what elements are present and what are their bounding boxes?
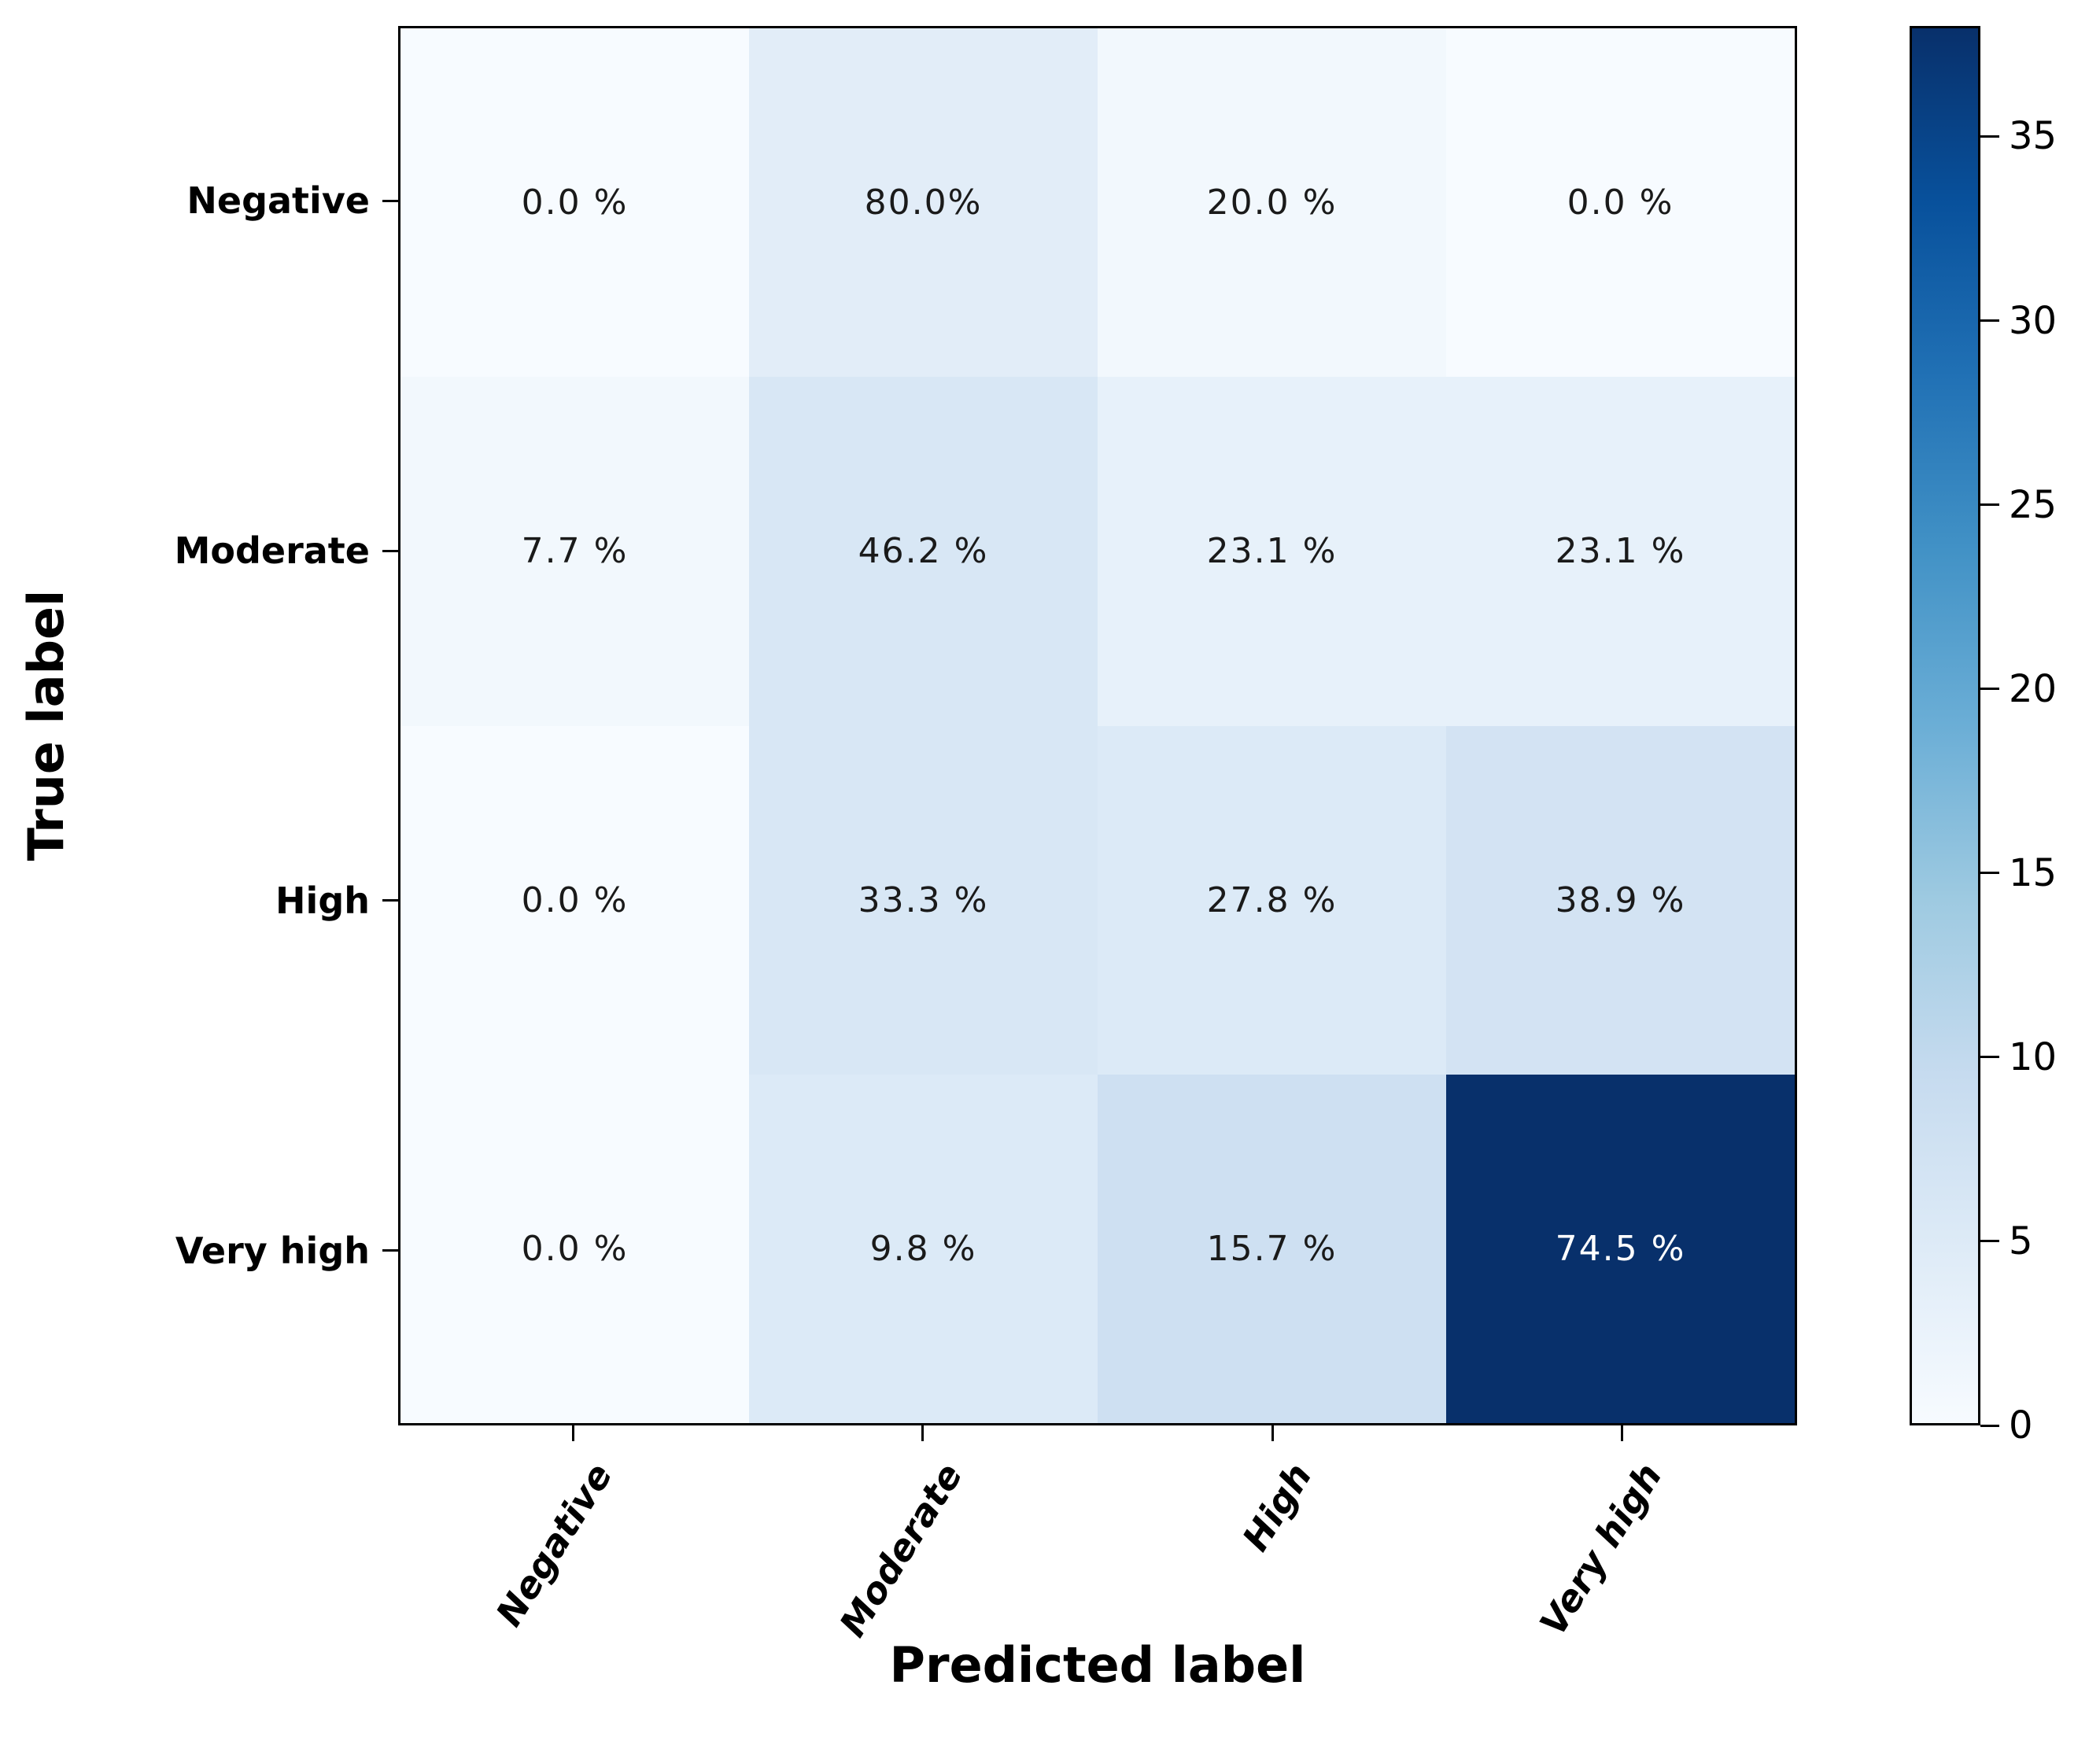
x-tick-mark bbox=[1271, 1425, 1274, 1441]
heatmap-cell: 7.7 % bbox=[400, 377, 749, 726]
colorbar-tick-label: 30 bbox=[2009, 298, 2058, 343]
heatmap: 0.0 % 80.0% 20.0 % 0.0 % 7.7 % 46.2 % 23.1 % 23… bbox=[398, 26, 1797, 1425]
colorbar-tick-label: 15 bbox=[2009, 850, 2058, 895]
heatmap-cell: 20.0 % bbox=[1098, 28, 1446, 378]
colorbar-tick-mark bbox=[1980, 1240, 1999, 1243]
colorbar-tick-label: 10 bbox=[2009, 1034, 2058, 1079]
heatmap-cell: 15.7 % bbox=[1098, 1074, 1446, 1423]
colorbar-tick-mark bbox=[1980, 135, 1999, 138]
colorbar-tick-mark bbox=[1980, 319, 1999, 323]
heatmap-cell: 0.0 % bbox=[1446, 28, 1795, 378]
x-tick-mark bbox=[921, 1425, 925, 1441]
heatmap-cell: 80.0% bbox=[749, 28, 1098, 378]
x-tick-mark bbox=[571, 1425, 574, 1441]
heatmap-cell: 9.8 % bbox=[749, 1074, 1098, 1423]
heatmap-cell: 33.3 % bbox=[749, 725, 1098, 1075]
y-tick-label: High bbox=[275, 879, 370, 922]
colorbar-tick-label: 5 bbox=[2009, 1219, 2033, 1263]
heatmap-cell: 23.1 % bbox=[1098, 377, 1446, 726]
y-tick-label: Very high bbox=[175, 1229, 370, 1272]
y-tick-label: Negative bbox=[186, 179, 370, 223]
y-tick-mark bbox=[382, 899, 398, 902]
y-tick-mark bbox=[382, 199, 398, 202]
colorbar-tick-label: 20 bbox=[2009, 666, 2058, 711]
colorbar-tick-mark bbox=[1980, 503, 1999, 507]
heatmap-cell: 0.0 % bbox=[400, 28, 749, 378]
colorbar-tick-mark bbox=[1980, 1424, 1999, 1427]
x-tick-label: Moderate bbox=[830, 1455, 971, 1644]
colorbar bbox=[1910, 26, 1980, 1425]
colorbar-tick-mark bbox=[1980, 872, 1999, 875]
x-tick-label: High bbox=[1234, 1455, 1320, 1558]
x-tick-label: Very high bbox=[1531, 1455, 1670, 1643]
y-tick-label: Moderate bbox=[174, 529, 370, 573]
heatmap-cell: 23.1 % bbox=[1446, 377, 1795, 726]
x-tick-label: Negative bbox=[487, 1455, 621, 1634]
heatmap-cell: 74.5 % bbox=[1446, 1074, 1795, 1423]
colorbar-tick-mark bbox=[1980, 688, 1999, 691]
heatmap-cell: 0.0 % bbox=[400, 1074, 749, 1423]
x-tick-mark bbox=[1621, 1425, 1624, 1441]
colorbar-tick-label: 25 bbox=[2009, 482, 2058, 527]
heatmap-cell: 38.9 % bbox=[1446, 725, 1795, 1075]
heatmap-cell: 46.2 % bbox=[749, 377, 1098, 726]
colorbar-gradient bbox=[1912, 28, 1978, 1423]
colorbar-tick-label: 0 bbox=[2009, 1403, 2033, 1447]
colorbar-tick-mark bbox=[1980, 1056, 1999, 1059]
y-tick-mark bbox=[382, 549, 398, 552]
heatmap-cell: 0.0 % bbox=[400, 725, 749, 1075]
heatmap-cell: 27.8 % bbox=[1098, 725, 1446, 1075]
x-axis-title: Predicted label bbox=[889, 1636, 1306, 1694]
y-tick-mark bbox=[382, 1249, 398, 1252]
colorbar-tick-label: 35 bbox=[2009, 114, 2058, 159]
